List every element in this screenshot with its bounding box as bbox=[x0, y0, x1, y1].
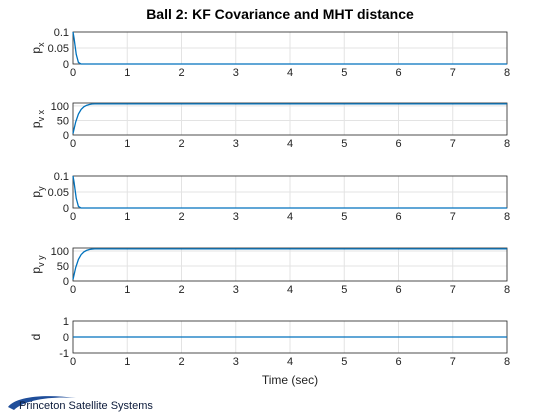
x-tick-label: 2 bbox=[178, 211, 184, 223]
x-tick-label: 7 bbox=[450, 67, 456, 79]
y-tick-label: 0 bbox=[63, 59, 69, 71]
x-tick-label: 8 bbox=[504, 356, 510, 368]
x-tick-label: 4 bbox=[287, 67, 293, 79]
x-tick-label: 4 bbox=[287, 211, 293, 223]
y-axis-label-subscript: y bbox=[36, 186, 46, 191]
y-tick-label: 1 bbox=[63, 316, 69, 328]
x-tick-label: 0 bbox=[70, 211, 76, 223]
y-tick-label: 0.05 bbox=[48, 187, 69, 199]
x-tick-label: 6 bbox=[395, 211, 401, 223]
x-tick-label: 2 bbox=[178, 138, 184, 150]
x-tick-label: 2 bbox=[178, 284, 184, 296]
x-tick-label: 8 bbox=[504, 138, 510, 150]
x-tick-label: 7 bbox=[450, 211, 456, 223]
y-axis-label: py bbox=[29, 186, 46, 198]
y-axis-label-main: p bbox=[29, 191, 43, 198]
x-tick-label: 3 bbox=[233, 356, 239, 368]
y-axis-label-subscript: v y bbox=[36, 255, 46, 267]
x-tick-label: 3 bbox=[233, 211, 239, 223]
x-tick-label: 7 bbox=[450, 284, 456, 296]
y-tick-label: -1 bbox=[59, 348, 69, 360]
x-tick-label: 7 bbox=[450, 356, 456, 368]
subplot-3: 0 1 2 3 4 5 6 7 800.050.1py bbox=[29, 171, 510, 223]
y-tick-label: 0.05 bbox=[48, 43, 69, 55]
series-line bbox=[72, 31, 507, 65]
axes-frame bbox=[72, 247, 508, 282]
axes-frame bbox=[72, 102, 508, 136]
x-tick-label: 8 bbox=[504, 67, 510, 79]
x-tick-label: 1 bbox=[124, 138, 130, 150]
x-tick-label: 4 bbox=[287, 284, 293, 296]
y-tick-label: 0 bbox=[63, 276, 69, 288]
x-tick-label: 6 bbox=[395, 138, 401, 150]
x-tick-label: 5 bbox=[341, 284, 347, 296]
logo-swoosh-icon bbox=[8, 396, 76, 410]
x-tick-label: 1 bbox=[124, 356, 130, 368]
y-tick-label: 0 bbox=[63, 203, 69, 215]
x-tick-label: 5 bbox=[341, 138, 347, 150]
x-tick-label: 0 bbox=[70, 284, 76, 296]
x-tick-label: 1 bbox=[124, 211, 130, 223]
x-tick-label: 6 bbox=[395, 67, 401, 79]
y-tick-label: 100 bbox=[51, 101, 69, 113]
y-tick-label: 50 bbox=[57, 115, 69, 127]
y-axis-label-main: p bbox=[29, 267, 43, 274]
x-tick-label: 3 bbox=[233, 138, 239, 150]
series-line bbox=[72, 175, 507, 209]
x-tick-label: 0 bbox=[70, 67, 76, 79]
x-tick-label: 4 bbox=[287, 356, 293, 368]
y-axis-label-main: p bbox=[29, 121, 43, 128]
y-axis-label: pv y bbox=[29, 255, 46, 274]
y-tick-label: 0 bbox=[63, 130, 69, 142]
y-axis-label-subscript: x bbox=[36, 42, 46, 47]
y-axis-label-main: p bbox=[29, 47, 43, 54]
x-tick-label: 2 bbox=[178, 356, 184, 368]
x-tick-label: 1 bbox=[124, 67, 130, 79]
x-tick-label: 1 bbox=[124, 284, 130, 296]
subplot-1: 0 1 2 3 4 5 6 7 800.050.1px bbox=[29, 27, 510, 79]
x-tick-label: 3 bbox=[233, 67, 239, 79]
x-tick-label: 6 bbox=[395, 356, 401, 368]
y-axis-label: px bbox=[29, 42, 46, 54]
x-tick-label: 0 bbox=[70, 356, 76, 368]
y-tick-label: 100 bbox=[51, 246, 69, 258]
x-tick-label: 0 bbox=[70, 138, 76, 150]
y-tick-label: 50 bbox=[57, 261, 69, 273]
x-tick-label: 6 bbox=[395, 284, 401, 296]
x-tick-label: 8 bbox=[504, 211, 510, 223]
series-line bbox=[72, 103, 507, 134]
x-tick-label: 4 bbox=[287, 138, 293, 150]
chart-title: Ball 2: KF Covariance and MHT distance bbox=[146, 6, 414, 22]
y-axis-label-main: d bbox=[29, 334, 43, 341]
y-axis-label: d bbox=[29, 334, 43, 341]
x-tick-label: 2 bbox=[178, 67, 184, 79]
x-tick-label: 5 bbox=[341, 356, 347, 368]
y-tick-label: 0.1 bbox=[54, 27, 69, 39]
x-axis-label: Time (sec) bbox=[262, 373, 318, 387]
y-tick-label: 0.1 bbox=[54, 171, 69, 183]
y-axis-label-subscript: v x bbox=[36, 109, 46, 121]
x-tick-label: 3 bbox=[233, 284, 239, 296]
x-tick-label: 5 bbox=[341, 67, 347, 79]
x-tick-label: 8 bbox=[504, 284, 510, 296]
y-axis-label: pv x bbox=[29, 109, 46, 128]
x-tick-label: 7 bbox=[450, 138, 456, 150]
series-line bbox=[72, 248, 507, 280]
y-tick-label: 0 bbox=[63, 332, 69, 344]
x-tick-label: 5 bbox=[341, 211, 347, 223]
logo-text: Princeton Satellite Systems bbox=[19, 400, 153, 412]
